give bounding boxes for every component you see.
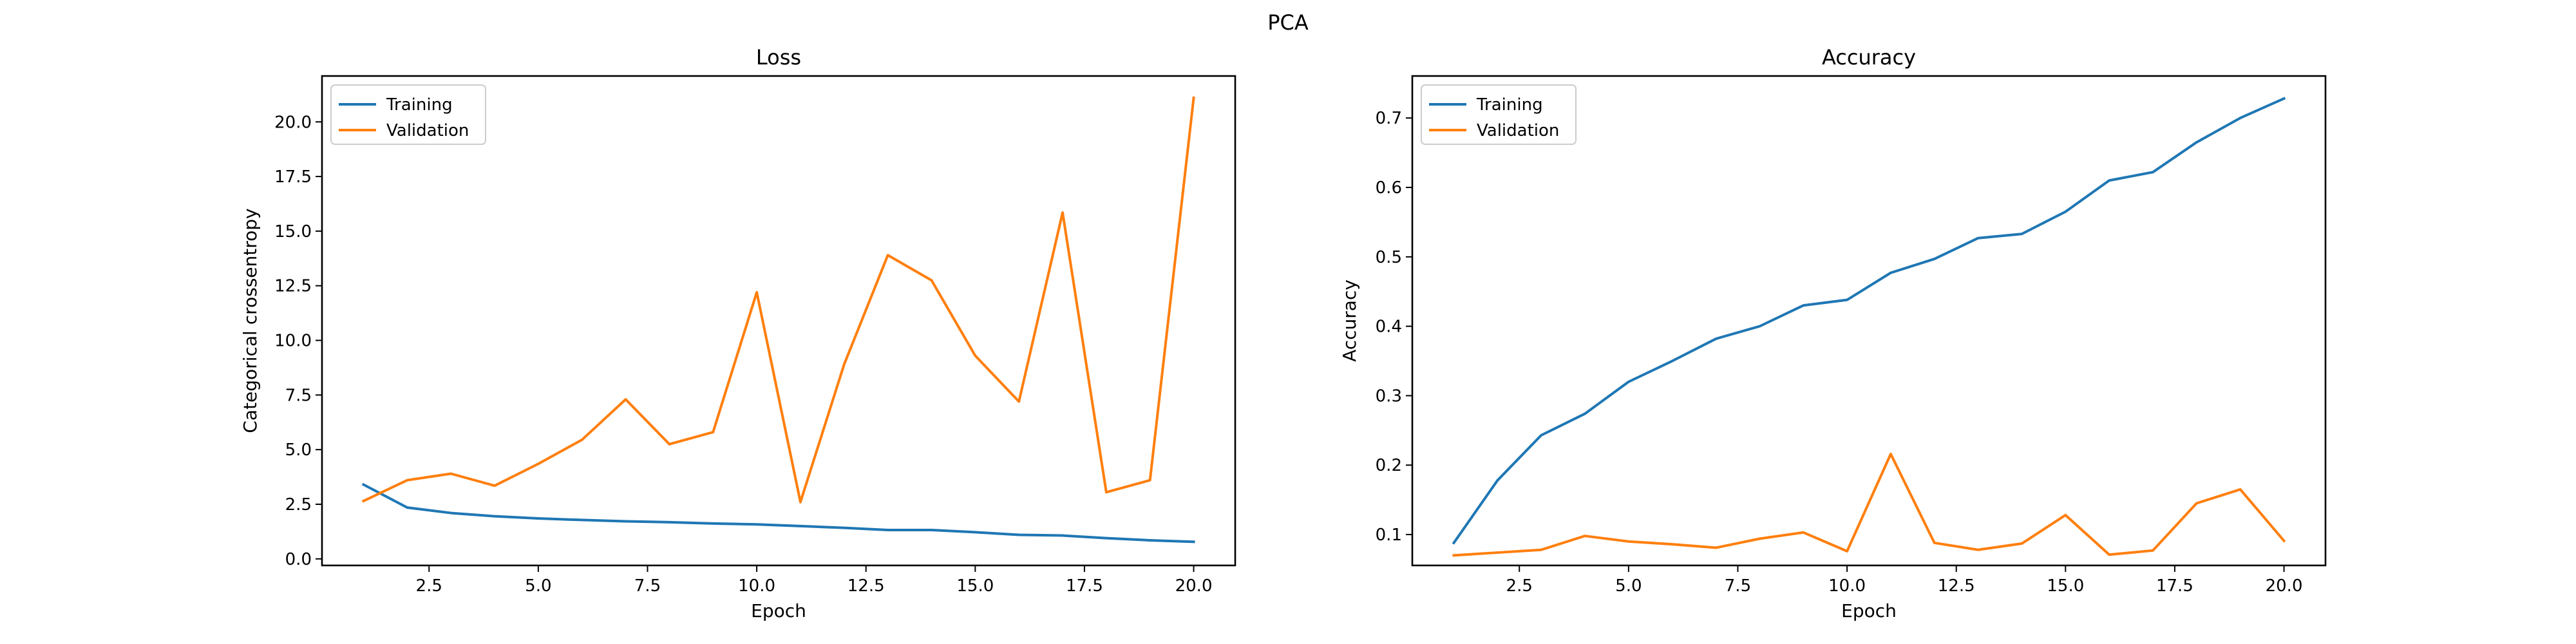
accuracy-x-tick-label: 5.0 [1615,576,1642,596]
accuracy-y-tick-label: 0.6 [1376,178,1402,198]
loss-y-tick-label: 15.0 [274,222,312,242]
loss-subplot: 2.5 5.0 7.5 10.0 12.5 15.0 17.5 20.0 0.0 2.5 5.0 7.… [240,45,1236,621]
accuracy-legend-label-training: Training [1476,95,1543,115]
loss-legend-label-training: Training [386,95,453,115]
loss-y-tick-label: 2.5 [285,495,312,515]
accuracy-subplot: 2.5 5.0 7.5 10.0 12.5 15.0 17.5 20.0 0.1 0.2 0.3 0.… [1339,45,2327,621]
accuracy-x-tick-label: 10.0 [1828,576,1866,596]
loss-x-tick-label: 15.0 [956,576,994,596]
loss-y-tick-label: 10.0 [274,332,312,351]
loss-x-tick-label: 20.0 [1175,576,1213,596]
accuracy-axes-frame [1411,75,2327,567]
loss-validation-line [361,96,1195,504]
accuracy-validation-line [1452,452,2286,557]
loss-x-tick-label: 12.5 [848,576,885,596]
accuracy-legend-label-validation: Validation [1477,121,1559,140]
loss-x-tick-label: 5.0 [525,576,551,596]
loss-y-tick-label: 0.0 [285,550,312,569]
loss-x-tick-label: 7.5 [634,576,661,596]
loss-training-line [361,482,1195,544]
accuracy-y-tick-label: 0.2 [1376,456,1402,475]
accuracy-x-tick-label: 15.0 [2047,576,2084,596]
loss-y-axis-label: Categorical crossentropy [240,208,261,433]
loss-y-tick-label: 17.5 [274,167,312,187]
accuracy-x-tick-label: 17.5 [2156,576,2193,596]
accuracy-title: Accuracy [1822,45,1916,70]
loss-y-tick-label: 7.5 [285,386,312,405]
accuracy-y-tick-label: 0.7 [1376,109,1402,128]
loss-legend-label-validation: Validation [386,121,469,140]
accuracy-y-tick-label: 0.5 [1376,248,1402,267]
loss-y-tick-label: 5.0 [285,440,312,460]
accuracy-x-tick-label: 7.5 [1725,576,1751,596]
loss-axes-frame [321,75,1236,567]
loss-title: Loss [756,45,801,70]
loss-x-tick-label: 10.0 [738,576,775,596]
loss-x-axis-label: Epoch [751,600,806,621]
loss-x-tick-label: 2.5 [416,576,442,596]
accuracy-y-tick-label: 0.1 [1376,526,1402,545]
loss-legend: Training Validation [330,84,486,145]
accuracy-training-line [1452,97,2286,545]
loss-y-tick-label: 20.0 [274,113,312,132]
accuracy-x-axis-label: Epoch [1841,600,1897,621]
loss-x-tick-label: 17.5 [1066,576,1103,596]
accuracy-legend: Training Validation [1421,84,1577,145]
accuracy-y-tick-label: 0.4 [1376,317,1402,337]
figure-suptitle: PCA [1267,10,1309,35]
loss-y-tick-label: 12.5 [274,277,312,296]
accuracy-x-tick-label: 12.5 [1938,576,1975,596]
accuracy-x-tick-label: 2.5 [1506,576,1533,596]
accuracy-x-tick-label: 20.0 [2266,576,2303,596]
accuracy-y-axis-label: Accuracy [1339,279,1360,362]
accuracy-y-tick-label: 0.3 [1376,386,1402,406]
